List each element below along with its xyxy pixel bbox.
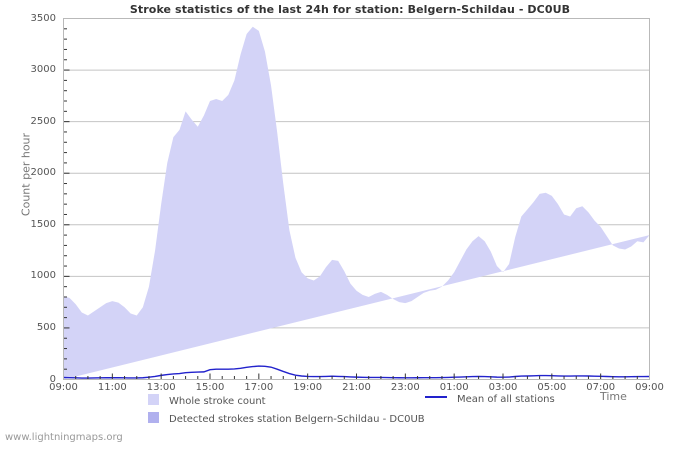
x-tick-label: 13:00 bbox=[146, 382, 176, 393]
legend-item-whole-stroke-count: Whole stroke count bbox=[148, 394, 266, 407]
x-tick-label: 07:00 bbox=[586, 382, 616, 393]
legend-line-icon bbox=[425, 396, 447, 398]
y-tick-label: 2000 bbox=[30, 167, 56, 179]
x-tick-label: 03:00 bbox=[488, 382, 518, 393]
y-tick-label: 500 bbox=[36, 321, 56, 333]
legend-item-mean-of-all-stations: Mean of all stations bbox=[425, 394, 555, 405]
series-areas bbox=[63, 26, 650, 380]
y-tick-label: 0 bbox=[49, 373, 56, 385]
legend-item-detected-strokes-station: Detected strokes station Belgern-Schilda… bbox=[148, 412, 425, 425]
legend-label: Mean of all stations bbox=[457, 394, 555, 405]
y-tick-label: 3500 bbox=[30, 12, 56, 24]
x-tick-label: 01:00 bbox=[439, 382, 469, 393]
y-tick-label: 1000 bbox=[30, 270, 56, 282]
chart-legend: Whole stroke count Mean of all stations … bbox=[0, 392, 700, 428]
x-tick-label: 19:00 bbox=[293, 382, 323, 393]
x-tick-label: 05:00 bbox=[537, 382, 567, 393]
x-tick-label: 17:00 bbox=[244, 382, 274, 393]
x-tick-label: 21:00 bbox=[342, 382, 371, 393]
legend-swatch-icon bbox=[148, 412, 159, 423]
x-tick-label: 15:00 bbox=[195, 382, 225, 393]
y-tick-label: 2500 bbox=[30, 115, 56, 127]
x-tick-label: 09:00 bbox=[635, 382, 664, 393]
x-tick-label: 23:00 bbox=[390, 382, 420, 393]
legend-swatch-icon bbox=[148, 394, 159, 405]
footer-url: www.lightningmaps.org bbox=[5, 432, 123, 443]
x-tick-label: 09:00 bbox=[49, 382, 78, 393]
x-tick-label: 11:00 bbox=[97, 382, 127, 393]
chart-title: Stroke statistics of the last 24h for st… bbox=[129, 3, 571, 16]
plot-frame bbox=[63, 18, 650, 380]
legend-label: Whole stroke count bbox=[169, 396, 266, 407]
legend-label: Detected strokes station Belgern-Schilda… bbox=[169, 414, 425, 425]
x-axis-label: Time bbox=[600, 390, 627, 403]
y-tick-label: 1500 bbox=[30, 218, 56, 230]
y-tick-label: 3000 bbox=[30, 64, 56, 76]
